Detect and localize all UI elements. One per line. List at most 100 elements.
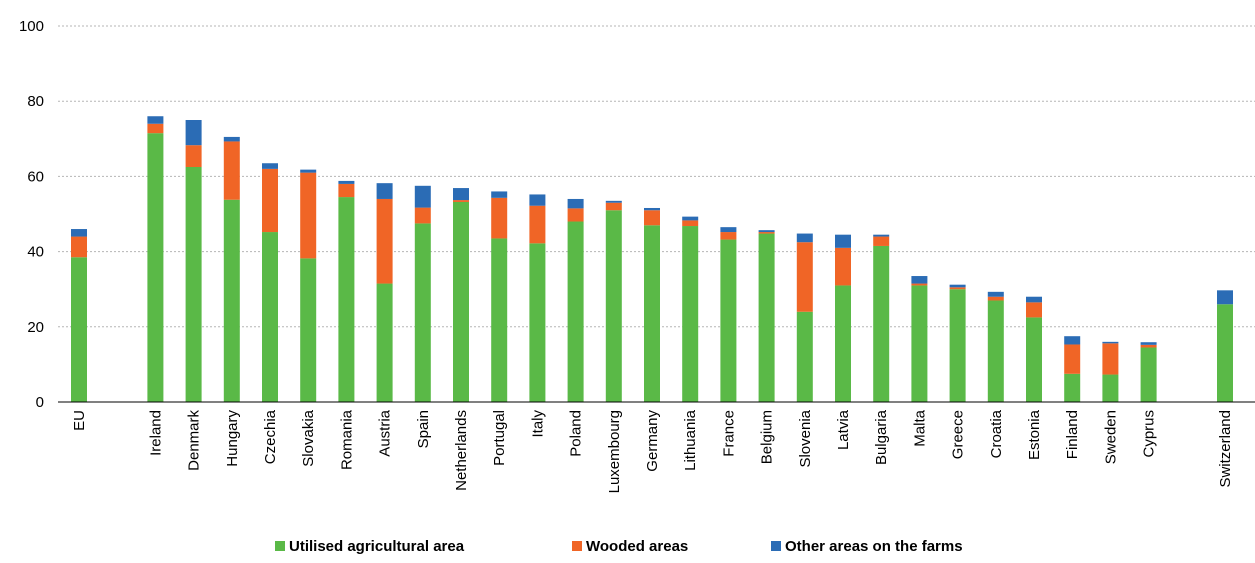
y-tick-label: 0: [36, 394, 44, 411]
bar-segment: [758, 233, 775, 402]
bar-segment: [262, 168, 278, 233]
y-tick-label: 40: [27, 244, 44, 261]
bar-segment: [911, 283, 928, 286]
bar-segment: [835, 234, 851, 248]
bar-segment: [147, 133, 164, 402]
x-tick-label: Romania: [338, 409, 355, 470]
bar-segment: [720, 227, 737, 233]
bar-segment: [567, 198, 584, 209]
bar-segment: [491, 191, 508, 198]
x-tick-label: Denmark: [186, 410, 203, 471]
bar-segment: [453, 200, 469, 202]
x-tick-label: Slovenia: [797, 409, 814, 467]
bar-segment: [644, 210, 660, 226]
bar-segment: [835, 247, 851, 286]
legend-swatch: [771, 541, 781, 551]
x-tick-label: Ireland: [147, 410, 164, 456]
bar-segment: [529, 194, 546, 206]
bar-segment: [720, 232, 737, 240]
bar-segment: [223, 199, 240, 402]
y-tick-label: 80: [27, 93, 44, 110]
bar-segment: [949, 289, 966, 402]
x-tick-label: Luxembourg: [606, 410, 623, 493]
bar-segment: [682, 226, 699, 402]
bar-segment: [338, 180, 355, 184]
x-tick-label: Netherlands: [453, 410, 470, 491]
bar-segment: [185, 145, 202, 167]
x-tick-label: Slovakia: [300, 409, 317, 466]
bar-segment: [873, 234, 890, 237]
bar-segment: [147, 116, 164, 124]
bar-segment: [300, 172, 317, 259]
x-tick-label: France: [720, 410, 737, 457]
bar-segment: [758, 230, 775, 233]
bars: [71, 116, 1233, 402]
bar-segment: [300, 258, 317, 402]
bar-segment: [414, 185, 431, 208]
bar-segment: [644, 225, 660, 402]
bar-segment: [796, 311, 813, 402]
bar-segment: [1102, 343, 1119, 375]
bar-segment: [873, 245, 890, 402]
legend-label: Other areas on the farms: [785, 538, 963, 555]
bar-segment: [682, 216, 699, 221]
bar-segment: [987, 300, 1004, 402]
bar-segment: [605, 200, 622, 203]
bar-segment: [1217, 290, 1233, 305]
legend-item: Other areas on the farms: [771, 538, 963, 555]
y-tick-label: 60: [27, 168, 44, 185]
x-tick-label: Italy: [529, 410, 546, 438]
x-tick-label: Estonia: [1026, 409, 1043, 460]
bar-segment: [949, 284, 966, 288]
bar-segment: [1102, 374, 1119, 402]
bar-segment: [1026, 317, 1042, 402]
x-tick-label: Poland: [568, 410, 585, 457]
bar-segment: [71, 257, 87, 402]
x-tick-label: Greece: [950, 410, 967, 459]
bar-segment: [1026, 296, 1042, 303]
legend-swatch: [275, 541, 285, 551]
bar-segment: [949, 287, 966, 290]
bar-segment: [453, 201, 469, 402]
bar-segment: [185, 120, 202, 146]
legend-item: Wooded areas: [572, 538, 688, 555]
x-tick-label: Croatia: [988, 409, 1005, 458]
bar-segment: [414, 223, 431, 402]
bar-segment: [71, 236, 87, 258]
bar-segment: [223, 136, 240, 142]
legend: Utilised agricultural area Wooded areas Ot…: [275, 538, 963, 555]
bar-segment: [644, 207, 660, 211]
x-tick-label: EU: [71, 410, 88, 431]
bar-segment: [605, 210, 622, 402]
y-tick-label: 100: [19, 18, 44, 35]
bar-segment: [567, 221, 584, 402]
bar-segment: [1140, 347, 1157, 402]
bar-segment: [682, 220, 699, 227]
bar-segment: [491, 238, 508, 402]
bar-segment: [1102, 341, 1119, 344]
x-tick-label: Latvia: [835, 409, 852, 450]
bar-segment: [567, 208, 584, 222]
bar-segment: [338, 183, 355, 198]
x-tick-label: Bulgaria: [873, 409, 890, 465]
bar-segment: [262, 232, 278, 402]
x-tick-label: Malta: [911, 409, 928, 446]
bar-segment: [491, 197, 508, 239]
bar-segment: [262, 163, 278, 169]
bar-segment: [873, 236, 890, 246]
bar-segment: [414, 207, 431, 224]
x-axis: EU Ireland Denmark Hungary Czechia Slovakia Ro…: [71, 409, 1234, 493]
bar-segment: [1140, 344, 1157, 348]
bar-segment: [529, 205, 546, 244]
x-tick-label: Hungary: [224, 410, 241, 467]
y-tick-label: 20: [27, 319, 44, 336]
bar-segment: [376, 283, 393, 402]
bar-segment: [1064, 373, 1081, 402]
bar-segment: [758, 232, 775, 234]
bar-segment: [720, 239, 737, 402]
x-tick-label: Finland: [1064, 410, 1081, 459]
bar-segment: [529, 243, 546, 402]
legend-label: Utilised agricultural area: [289, 538, 465, 555]
bar-segment: [376, 183, 393, 199]
